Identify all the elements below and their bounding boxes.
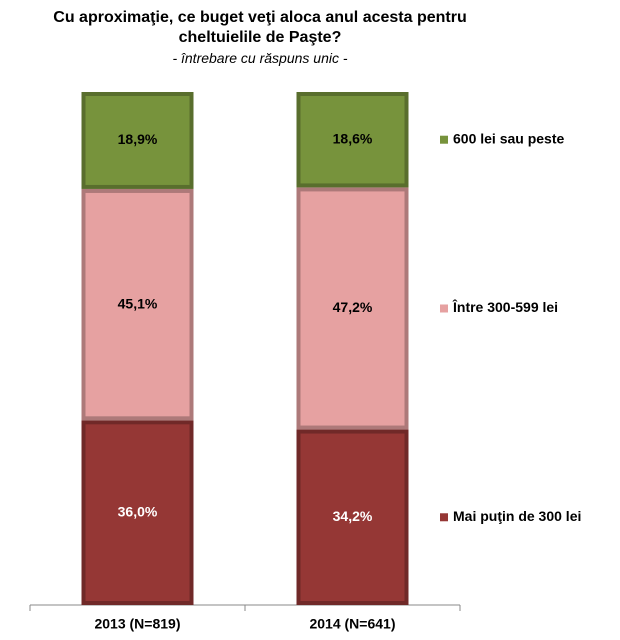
bar-segment (296, 92, 409, 188)
legend-label: Mai puţin de 300 lei (453, 508, 581, 524)
legend-marker (440, 304, 448, 313)
data-label: 18,6% (333, 130, 373, 146)
data-label: 18,9% (118, 131, 158, 147)
x-tick-label: 2013 (N=819) (94, 616, 180, 632)
legend-marker (440, 135, 448, 144)
chart-title: Cu aproximaţie, ce buget veţi aloca anul… (53, 9, 467, 46)
bar-segment (81, 420, 194, 605)
bar-segment (296, 429, 409, 605)
data-label: 34,2% (333, 508, 373, 524)
bar-segment (81, 188, 194, 421)
legend-marker (440, 513, 448, 522)
x-tick-label: 2014 (N=641) (309, 616, 395, 632)
chart-subtitle: - întrebare cu răspuns unic - (172, 50, 348, 66)
bar-segment (81, 92, 194, 189)
data-label: 36,0% (118, 503, 158, 519)
bar-segment (296, 187, 409, 430)
legend-label: 600 lei sau peste (453, 130, 565, 146)
legend-label: Între 300-599 lei (452, 298, 558, 315)
data-label: 47,2% (333, 299, 373, 315)
data-label: 45,1% (118, 295, 158, 311)
